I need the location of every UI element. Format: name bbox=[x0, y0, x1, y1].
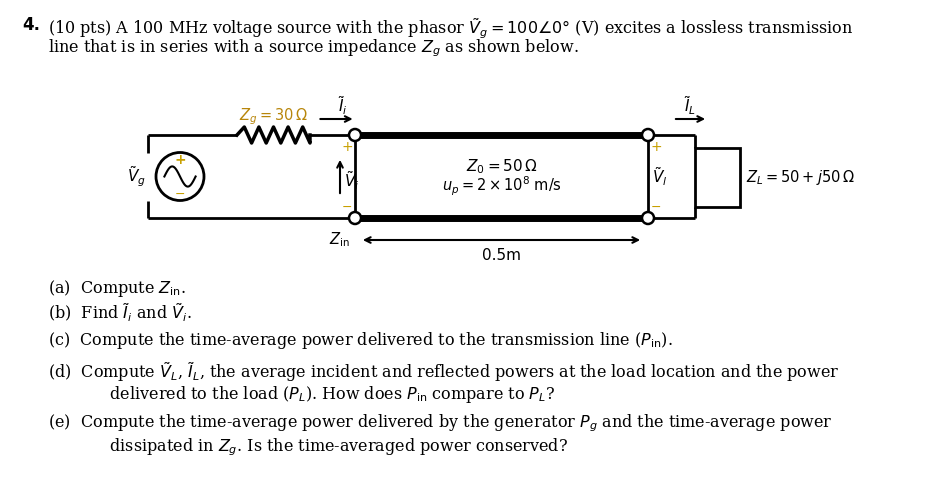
Circle shape bbox=[642, 212, 654, 224]
Text: $Z_L = 50 + j50\,\Omega$: $Z_L = 50 + j50\,\Omega$ bbox=[746, 168, 854, 187]
Text: $\tilde{V}_i$: $\tilde{V}_i$ bbox=[344, 169, 360, 192]
Text: +: + bbox=[341, 140, 353, 154]
Text: dissipated in $Z_g$. Is the time-averaged power conserved?: dissipated in $Z_g$. Is the time-average… bbox=[74, 436, 568, 458]
Text: (d)  Compute $\tilde{V}_L$, $\tilde{I}_L$, the average incident and reflected po: (d) Compute $\tilde{V}_L$, $\tilde{I}_L$… bbox=[48, 360, 839, 384]
Text: line that is in series with a source impedance $Z_g$ as shown below.: line that is in series with a source imp… bbox=[48, 37, 579, 58]
Text: +: + bbox=[174, 152, 186, 167]
Text: $-$: $-$ bbox=[342, 200, 352, 212]
Text: (b)  Find $\tilde{I}_i$ and $\tilde{V}_i$.: (b) Find $\tilde{I}_i$ and $\tilde{V}_i$… bbox=[48, 302, 191, 324]
Circle shape bbox=[642, 129, 654, 141]
Text: (c)  Compute the time-average power delivered to the transmission line ($P_{\mat: (c) Compute the time-average power deliv… bbox=[48, 330, 672, 351]
Text: (10 pts) A 100 MHz voltage source with the phasor $\tilde{V}_g = 100\angle0°$ (V: (10 pts) A 100 MHz voltage source with t… bbox=[48, 16, 853, 40]
Text: 4.: 4. bbox=[22, 16, 40, 34]
Text: $-$: $-$ bbox=[651, 200, 662, 212]
Bar bbox=[695, 148, 740, 207]
Text: $Z_0 = 50\,\Omega$: $Z_0 = 50\,\Omega$ bbox=[466, 157, 537, 176]
Text: $\tilde{I}_L$: $\tilde{I}_L$ bbox=[684, 94, 696, 117]
Text: (a)  Compute $Z_{\mathrm{in}}$.: (a) Compute $Z_{\mathrm{in}}$. bbox=[48, 278, 186, 299]
Text: $Z_g = 30\,\Omega$: $Z_g = 30\,\Omega$ bbox=[240, 107, 308, 127]
Text: (e)  Compute the time-average power delivered by the generator $P_g$ and the tim: (e) Compute the time-average power deliv… bbox=[48, 412, 832, 433]
Text: $u_p = 2 \times 10^8$ m/s: $u_p = 2 \times 10^8$ m/s bbox=[441, 175, 562, 198]
Circle shape bbox=[349, 129, 361, 141]
Circle shape bbox=[349, 212, 361, 224]
Text: 0.5m: 0.5m bbox=[482, 247, 521, 262]
Text: $Z_{\mathrm{in}}$: $Z_{\mathrm{in}}$ bbox=[330, 231, 350, 249]
Text: delivered to the load ($P_L$). How does $P_{\mathrm{in}}$ compare to $P_L$?: delivered to the load ($P_L$). How does … bbox=[74, 384, 555, 405]
Text: $\tilde{V}_l$: $\tilde{V}_l$ bbox=[652, 165, 668, 188]
Text: $\tilde{I}_i$: $\tilde{I}_i$ bbox=[338, 94, 348, 117]
Text: $\tilde{V}_g$: $\tilde{V}_g$ bbox=[127, 164, 146, 189]
Text: $-$: $-$ bbox=[174, 187, 186, 200]
Text: +: + bbox=[651, 140, 662, 154]
